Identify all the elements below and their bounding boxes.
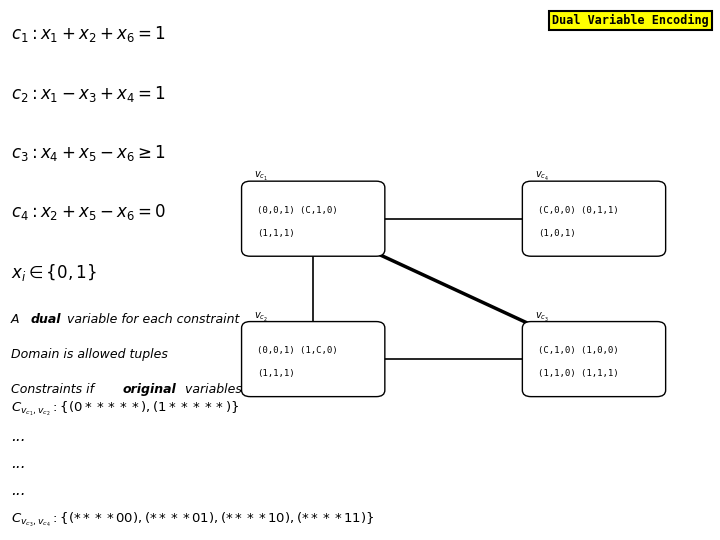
Text: A: A	[11, 313, 23, 326]
Text: (1,1,0) (1,1,1): (1,1,0) (1,1,1)	[538, 369, 618, 378]
Text: $c_1 : x_1 + x_2 + x_6 = 1$: $c_1 : x_1 + x_2 + x_6 = 1$	[11, 24, 166, 44]
Text: Dual Variable Encoding: Dual Variable Encoding	[552, 14, 709, 26]
Text: (1,0,1): (1,0,1)	[538, 229, 576, 238]
Text: original: original	[122, 383, 176, 396]
Text: (C,1,0) (1,0,0): (C,1,0) (1,0,0)	[538, 346, 618, 355]
FancyBboxPatch shape	[242, 321, 384, 396]
Text: $c_3 : x_4 + x_5 - x_6 \geq 1$: $c_3 : x_4 + x_5 - x_6 \geq 1$	[11, 143, 166, 163]
Text: $c_4 : x_2 + x_5 - x_6 = 0$: $c_4 : x_2 + x_5 - x_6 = 0$	[11, 202, 166, 222]
Text: $C_{v_{c_1},v_{c_2}}$$:\{(0*****),(1*****)\}$: $C_{v_{c_1},v_{c_2}}$$:\{(0*****),(1****…	[11, 400, 239, 418]
Text: $v_{c_1}$: $v_{c_1}$	[254, 170, 268, 184]
FancyBboxPatch shape	[522, 181, 665, 256]
FancyBboxPatch shape	[242, 181, 384, 256]
Text: ...: ...	[11, 483, 25, 498]
Text: dual: dual	[31, 313, 61, 326]
Text: Domain is allowed tuples: Domain is allowed tuples	[11, 348, 168, 361]
Text: (0,0,1) (1,C,0): (0,0,1) (1,C,0)	[258, 346, 338, 355]
Text: (1,1,1): (1,1,1)	[258, 369, 295, 378]
Text: (0,0,1) (C,1,0): (0,0,1) (C,1,0)	[258, 206, 338, 214]
Text: variables shared: variables shared	[181, 383, 289, 396]
Text: $v_{c_4}$: $v_{c_4}$	[534, 170, 549, 184]
Text: Constraints if: Constraints if	[11, 383, 98, 396]
Text: variable for each constraint: variable for each constraint	[63, 313, 240, 326]
Text: $x_i \in \{0,1\}$: $x_i \in \{0,1\}$	[11, 262, 96, 283]
Text: $v_{c_2}$: $v_{c_2}$	[254, 310, 268, 323]
Text: $c_2 : x_1 - x_3 + x_4 = 1$: $c_2 : x_1 - x_3 + x_4 = 1$	[11, 84, 166, 104]
Text: (C,0,0) (0,1,1): (C,0,0) (0,1,1)	[538, 206, 618, 214]
FancyBboxPatch shape	[522, 321, 665, 396]
Text: ...: ...	[11, 429, 25, 444]
Text: ...: ...	[11, 456, 25, 471]
Text: $C_{v_{c_3},v_{c_4}}:\{(****00),(****01),(****10),(****11)\}$: $C_{v_{c_3},v_{c_4}}:\{(****00),(****01)…	[11, 510, 374, 529]
Text: $v_{c_3}$: $v_{c_3}$	[534, 310, 549, 323]
Text: (1,1,1): (1,1,1)	[258, 229, 295, 238]
